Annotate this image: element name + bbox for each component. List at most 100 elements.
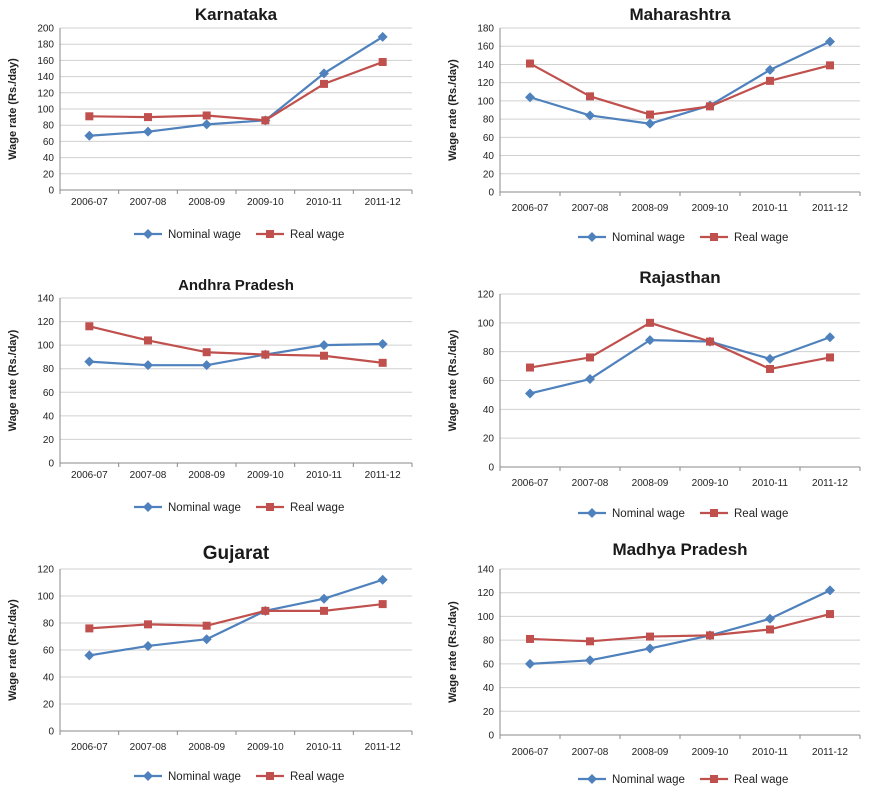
data-point-nominal-wage: [143, 126, 153, 137]
data-point-nominal-wage: [585, 655, 595, 666]
series-line-nominal-wage: [529, 589, 831, 665]
data-point-real-wage: [320, 79, 328, 88]
data-point-nominal-wage: [143, 640, 153, 651]
data-point-real-wage: [144, 113, 152, 122]
data-point-nominal-wage: [525, 92, 535, 103]
x-tick-label: 2007-08: [572, 478, 609, 489]
data-point-real-wage: [85, 322, 94, 331]
y-tick-label: 40: [483, 405, 495, 416]
legend-item-nominal-wage: Nominal wage: [578, 774, 685, 786]
data-point-real-wage: [320, 351, 328, 360]
x-tick-label: 2011-12: [812, 478, 848, 489]
y-tick-label: 0: [48, 186, 54, 197]
x-tick-label: 2011-12: [365, 470, 401, 481]
x-tick-label: 2011-12: [365, 197, 401, 208]
data-point-nominal-wage: [645, 643, 655, 654]
data-point-nominal-wage: [319, 68, 329, 79]
data-point-nominal-wage: [765, 353, 775, 364]
x-tick-label: 2009-10: [247, 470, 284, 481]
y-tick-label: 40: [43, 153, 55, 164]
data-point-nominal-wage: [825, 36, 835, 47]
y-tick-label: 120: [477, 78, 494, 89]
y-tick-label: 20: [483, 707, 495, 718]
data-point-nominal-wage: [765, 613, 775, 624]
y-tick-label: 120: [37, 88, 54, 99]
y-axis-label: Wage rate (Rs./day): [7, 58, 19, 160]
data-point-nominal-wage: [201, 634, 212, 645]
y-tick-label: 40: [483, 683, 495, 694]
chart-title: Rajasthan: [639, 268, 720, 287]
y-tick-label: 0: [48, 727, 54, 738]
x-tick-label: 2006-07: [512, 203, 549, 214]
y-tick-label: 120: [477, 290, 494, 301]
data-point-real-wage: [261, 606, 270, 615]
data-point-nominal-wage: [765, 64, 775, 75]
legend-label: Real wage: [734, 508, 788, 520]
series-line-nominal-wage: [89, 35, 384, 137]
data-point-nominal-wage: [319, 340, 329, 351]
series-line-nominal-wage: [529, 336, 831, 395]
series-line-nominal-wage: [89, 342, 383, 367]
x-tick-label: 2009-10: [692, 203, 729, 214]
x-tick-label: 2008-09: [188, 197, 225, 208]
legend-label: Real wage: [290, 771, 344, 783]
data-point-real-wage: [526, 59, 534, 68]
data-point-real-wage: [706, 337, 714, 346]
legend-item-real-wage: Real wage: [256, 502, 344, 514]
y-tick-label: 20: [43, 700, 55, 711]
y-tick-label: 80: [43, 364, 55, 375]
chart-andhra-pradesh: Andhra Pradesh 0 20 40 60 80 100 120 140 2006-07 2…: [7, 277, 413, 514]
chart-title: Karnataka: [195, 5, 278, 24]
data-point-real-wage: [261, 350, 270, 359]
y-tick-label: 60: [483, 133, 495, 144]
data-point-real-wage: [586, 92, 594, 101]
y-tick-label: 60: [483, 659, 495, 670]
x-tick-label: 2010-11: [306, 742, 342, 753]
x-tick-label: 2010-11: [306, 470, 342, 481]
x-tick-label: 2008-09: [188, 742, 225, 753]
x-tick-label: 2011-12: [365, 742, 401, 753]
legend-marker: [710, 775, 718, 783]
data-point-real-wage: [378, 600, 387, 609]
series-line-real-wage: [529, 612, 831, 643]
data-point-real-wage: [766, 364, 774, 373]
data-point-nominal-wage: [319, 593, 329, 604]
y-tick-label: 120: [477, 588, 494, 599]
y-tick-label: 140: [477, 565, 494, 576]
y-axis-label: Wage rate (Rs./day): [447, 59, 459, 161]
y-tick-label: 20: [43, 435, 55, 446]
data-point-nominal-wage: [825, 585, 835, 596]
data-point-nominal-wage: [143, 360, 153, 371]
y-tick-label: 100: [37, 105, 54, 116]
y-tick-label: 100: [37, 341, 54, 352]
y-tick-label: 200: [37, 24, 54, 35]
legend-item-real-wage: Real wage: [700, 232, 788, 244]
y-tick-label: 140: [37, 72, 54, 83]
legend-label: Real wage: [290, 229, 344, 241]
legend-marker: [143, 771, 153, 781]
x-tick-label: 2006-07: [71, 470, 108, 481]
data-point-real-wage: [706, 102, 714, 111]
legend-label: Real wage: [734, 774, 788, 786]
legend-marker: [710, 233, 718, 241]
legend-item-real-wage: Real wage: [256, 771, 344, 783]
data-point-real-wage: [646, 318, 654, 327]
y-tick-label: 0: [48, 459, 54, 470]
legend-item-nominal-wage: Nominal wage: [578, 232, 685, 244]
y-tick-label: 40: [43, 411, 55, 422]
data-point-real-wage: [144, 620, 152, 629]
legend-item-real-wage: Real wage: [256, 229, 344, 241]
legend-marker: [266, 503, 274, 511]
y-tick-label: 20: [483, 169, 495, 180]
legend-label: Nominal wage: [168, 771, 241, 783]
y-tick-label: 140: [477, 60, 494, 71]
chart-gujarat: Gujarat 0 20 40 60 80 100 120 2006-07 2007-08 2008…: [7, 543, 413, 783]
legend-item-nominal-wage: Nominal wage: [134, 502, 241, 514]
y-axis-label: Wage rate (Rs./day): [7, 329, 19, 431]
legend-item-real-wage: Real wage: [700, 508, 788, 520]
data-point-nominal-wage: [645, 118, 655, 129]
x-tick-label: 2009-10: [692, 747, 729, 758]
x-tick-label: 2008-09: [632, 203, 669, 214]
legend-label: Nominal wage: [612, 508, 685, 520]
